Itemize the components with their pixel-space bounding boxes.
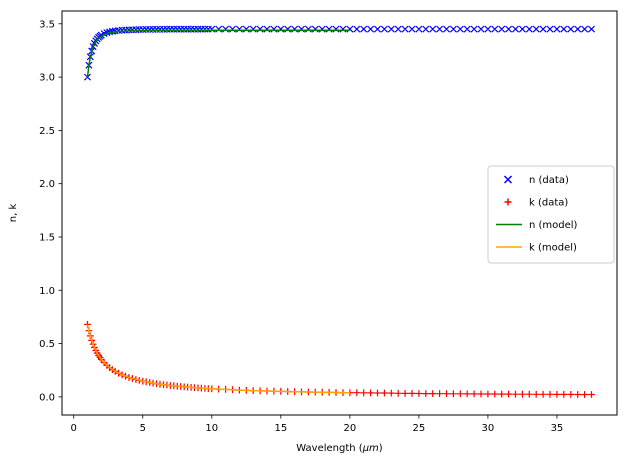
legend-label: k (data) xyxy=(529,198,568,209)
x-tick-label: 25 xyxy=(413,423,426,434)
y-tick-label: 2.0 xyxy=(39,179,55,190)
legend-label: k (model) xyxy=(529,243,577,254)
x-axis-label: Wavelength (μm) xyxy=(296,443,383,454)
x-tick-label: 15 xyxy=(274,423,287,434)
k-model-line xyxy=(86,324,350,394)
legend: n (data) k (data) n (model) k (model) xyxy=(487,165,615,264)
legend-item: n (data) xyxy=(503,175,569,186)
y-axis: 0.0 0.5 1.0 1.5 2.0 2.5 3.0 3.5 xyxy=(39,19,62,403)
legend-item: n (model) xyxy=(496,220,578,231)
x-tick-label: 0 xyxy=(71,423,77,434)
y-tick-label: 1.0 xyxy=(39,286,55,297)
n-model-line xyxy=(86,29,350,78)
legend-label: n (model) xyxy=(529,220,578,231)
x-tick-label: 30 xyxy=(482,423,495,434)
y-tick-label: 3.0 xyxy=(39,73,55,84)
plot-area xyxy=(61,10,618,416)
legend-box xyxy=(487,165,615,264)
y-tick-label: 0.0 xyxy=(39,392,55,403)
x-tick-label: 35 xyxy=(551,423,564,434)
x-axis: 0 5 10 15 20 25 30 35 xyxy=(71,415,564,434)
legend-item: k (model) xyxy=(496,243,577,254)
x-tick-label: 10 xyxy=(205,423,218,434)
y-tick-label: 2.5 xyxy=(39,126,55,137)
y-tick-label: 1.5 xyxy=(39,232,55,243)
x-tick-label: 5 xyxy=(140,423,146,434)
legend-label: n (data) xyxy=(529,175,569,186)
legend-x-marker-icon xyxy=(503,175,513,184)
legend-+-marker-icon xyxy=(504,198,512,206)
y-tick-label: 0.5 xyxy=(39,339,55,350)
legend-item: k (data) xyxy=(504,198,568,209)
y-tick-label: 3.5 xyxy=(39,19,55,30)
y-axis-label: n, k xyxy=(8,204,19,223)
x-tick-label: 20 xyxy=(343,423,356,434)
